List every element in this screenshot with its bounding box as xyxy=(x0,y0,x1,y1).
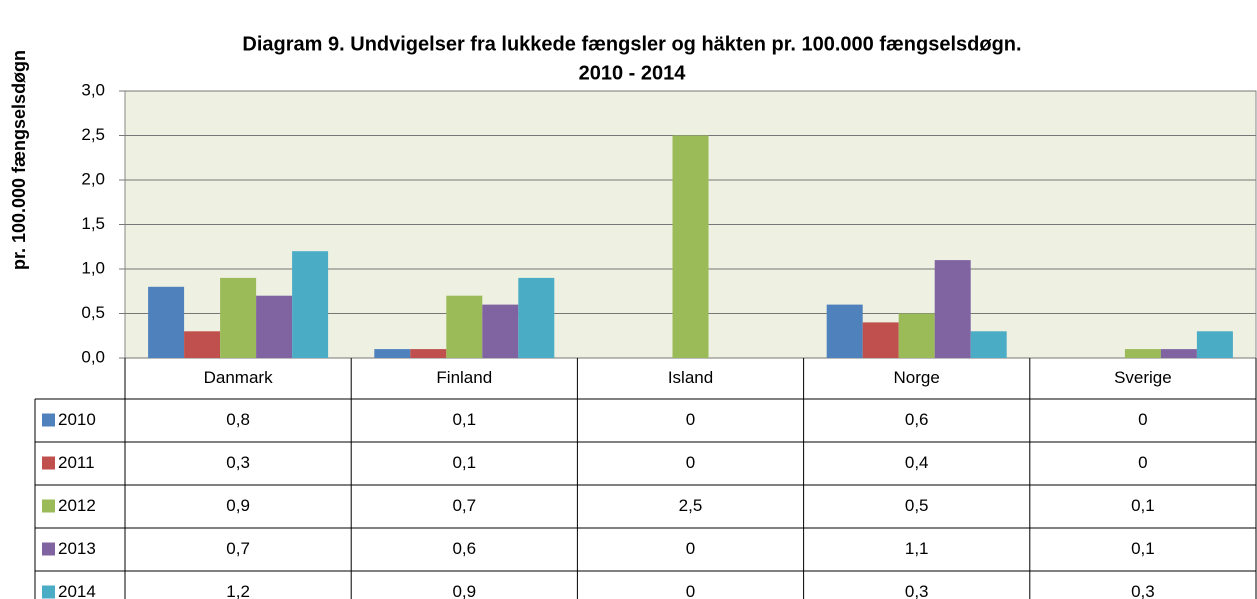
table-value: 0,6 xyxy=(905,410,929,429)
table-value: 0,4 xyxy=(905,453,929,472)
legend-label: 2012 xyxy=(58,496,96,515)
bar xyxy=(518,277,555,358)
bar xyxy=(220,277,257,358)
table-value: 0,7 xyxy=(226,539,250,558)
y-tick-label: 0,0 xyxy=(81,347,105,366)
bar xyxy=(184,331,221,358)
bar xyxy=(482,304,519,358)
legend-swatch xyxy=(42,413,55,427)
table-value: 0 xyxy=(1138,453,1147,472)
bar xyxy=(292,251,329,358)
bar xyxy=(826,304,863,358)
table-value: 0,1 xyxy=(452,410,476,429)
x-tick-label: Norge xyxy=(894,368,940,387)
table-value: 2,5 xyxy=(679,496,703,515)
chart-title: 2010 - 2014 xyxy=(579,62,687,84)
table-value: 0,7 xyxy=(452,496,476,515)
legend-label: 2014 xyxy=(58,582,96,599)
table-value: 0,9 xyxy=(452,582,476,599)
bar xyxy=(862,322,899,358)
legend-label: 2011 xyxy=(58,453,95,472)
y-tick-label: 2,5 xyxy=(81,125,105,144)
table-value: 0,3 xyxy=(1131,582,1155,599)
table-value: 0,1 xyxy=(1131,539,1155,558)
bar xyxy=(970,331,1007,358)
chart-title: Diagram 9. Undvigelser fra lukkede fængs… xyxy=(242,33,1021,55)
legend-swatch xyxy=(42,499,55,513)
table-value: 0,5 xyxy=(905,496,929,515)
table-value: 0 xyxy=(686,410,695,429)
bar xyxy=(148,286,185,358)
bar xyxy=(410,349,447,358)
y-axis-label: pr. 100.000 fængselsdøgn xyxy=(9,50,29,270)
table-value: 0,3 xyxy=(905,582,929,599)
table-value: 1,1 xyxy=(905,539,929,558)
legend-label: 2010 xyxy=(58,410,96,429)
bar xyxy=(256,295,293,358)
y-tick-label: 3,0 xyxy=(81,80,105,99)
bar xyxy=(1196,331,1233,358)
table-value: 0 xyxy=(1138,410,1147,429)
x-tick-label: Finland xyxy=(436,368,492,387)
legend-swatch xyxy=(42,456,55,470)
y-tick-label: 1,0 xyxy=(81,258,105,277)
bar xyxy=(934,260,971,358)
table-value: 0 xyxy=(686,539,695,558)
bar xyxy=(446,295,483,358)
table-value: 0,8 xyxy=(226,410,250,429)
legend-label: 2013 xyxy=(58,539,96,558)
y-tick-label: 2,0 xyxy=(81,169,105,188)
bar xyxy=(1124,349,1161,358)
x-tick-label: Danmark xyxy=(204,368,273,387)
x-tick-label: Island xyxy=(668,368,713,387)
table-value: 0 xyxy=(686,582,695,599)
legend-swatch xyxy=(42,542,55,556)
legend-swatch xyxy=(42,585,55,599)
y-tick-label: 1,5 xyxy=(81,214,105,233)
table-value: 0,3 xyxy=(226,453,250,472)
x-tick-label: Sverige xyxy=(1114,368,1172,387)
bar xyxy=(898,313,935,358)
table-value: 0,1 xyxy=(1131,496,1155,515)
bar xyxy=(672,135,709,358)
table-value: 0 xyxy=(686,453,695,472)
bar xyxy=(374,349,411,358)
table-value: 1,2 xyxy=(226,582,250,599)
bar xyxy=(1160,349,1197,358)
y-tick-label: 0,5 xyxy=(81,303,105,322)
table-value: 0,6 xyxy=(452,539,476,558)
table-value: 0,9 xyxy=(226,496,250,515)
table-value: 0,1 xyxy=(452,453,476,472)
